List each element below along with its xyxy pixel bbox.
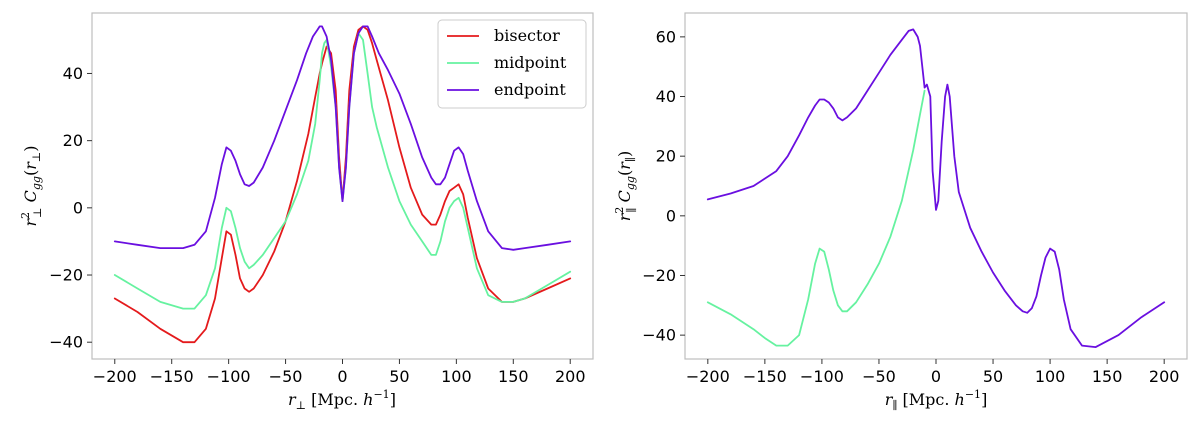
right-y-tick-label: 60 [656, 27, 676, 46]
right-y-tick-label: −40 [642, 326, 676, 345]
left-x-tick-label: −100 [207, 367, 251, 386]
left-y-tick-label: −20 [49, 266, 83, 285]
legend-label-endpoint: endpoint [494, 80, 566, 99]
right-x-tick-label: 200 [1149, 367, 1180, 386]
right-y-tick-label: 20 [656, 147, 676, 166]
right-y-tick-label: 40 [656, 87, 676, 106]
legend-label-midpoint: midpoint [494, 53, 567, 72]
left-y-axis-label: r2⊥ Cgg(r⊥) [19, 146, 44, 227]
left-series-endpoint [113, 25, 572, 251]
left-y-ticks: −40 −20 0 20 40 [49, 64, 92, 352]
right-x-ticks: −200 −150 −100 −50 0 50 100 150 200 [686, 359, 1180, 386]
right-x-tick-label: −200 [686, 367, 730, 386]
legend-frame [437, 19, 587, 109]
left-x-tick-label: 50 [389, 367, 409, 386]
right-x-tick-label: 0 [931, 367, 941, 386]
left-x-tick-label: −200 [93, 367, 137, 386]
right-y-tick-label: 0 [666, 206, 676, 225]
legend-entries: bisector midpoint endpoint [447, 26, 567, 99]
right-y-ticks: −40 −20 0 20 40 60 [642, 27, 685, 345]
right-y-axis-label: r2∥ Cgg(r∥) [613, 151, 638, 221]
right-plot-frame [684, 12, 1188, 360]
left-x-tick-label: 0 [337, 367, 347, 386]
left-x-tick-label: 150 [498, 367, 529, 386]
right-x-tick-label: −150 [743, 367, 787, 386]
right-x-tick-label: 50 [983, 367, 1003, 386]
right-x-axis-label: r∥ [Mpc. h−1] [885, 388, 988, 412]
right-x-tick-label: 150 [1092, 367, 1123, 386]
right-x-tick-label: −100 [800, 367, 844, 386]
left-x-tick-label: −150 [150, 367, 194, 386]
left-x-tick-label: 200 [555, 367, 586, 386]
right-series-endpoint [706, 28, 1166, 348]
left-y-tick-label: −40 [49, 333, 83, 352]
left-x-axis-label: r⊥ [Mpc. h−1] [288, 388, 396, 412]
right-series-midpoint [706, 89, 926, 347]
right-y-tick-label: −20 [642, 266, 676, 285]
right-series-lines [706, 28, 1166, 348]
left-y-tick-label: 20 [63, 131, 83, 150]
legend-label-bisector: bisector [494, 26, 560, 45]
right-x-tick-label: −50 [862, 367, 896, 386]
legend: bisector midpoint endpoint [437, 19, 587, 109]
left-x-tick-label: −50 [269, 367, 303, 386]
left-x-tick-label: 100 [441, 367, 472, 386]
left-series-lines [113, 25, 572, 344]
left-x-ticks: −200 −150 −100 −50 0 50 100 150 200 [93, 359, 586, 386]
left-y-tick-label: 40 [63, 64, 83, 83]
left-y-tick-label: 0 [73, 198, 83, 217]
right-x-tick-label: 100 [1035, 367, 1066, 386]
